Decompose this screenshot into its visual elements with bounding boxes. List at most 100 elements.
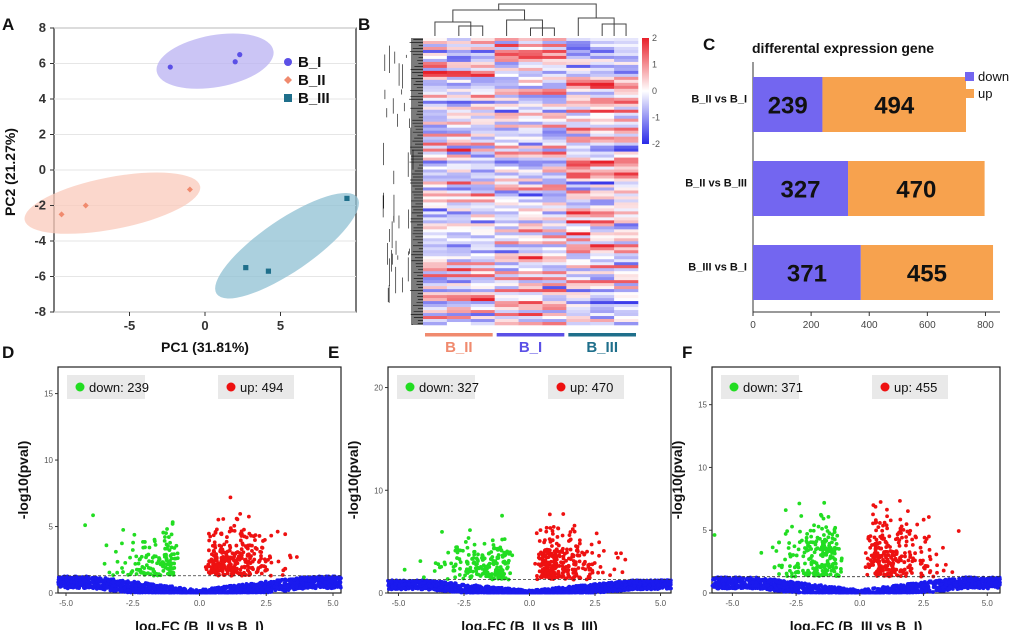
heatmap-cell (495, 289, 519, 292)
volcano-point-up (277, 560, 281, 564)
heatmap-cell (614, 104, 638, 107)
volcano-point-down (438, 565, 442, 569)
heatmap-cell (614, 107, 638, 110)
volcano-point-nonsig (58, 578, 62, 582)
volcano-point-nonsig (246, 587, 250, 591)
heatmap-cell (542, 184, 566, 187)
volcano-point-down (163, 547, 167, 551)
heatmap-cell (519, 298, 543, 301)
heatmap-cell (495, 53, 519, 56)
volcano-point-down (165, 543, 169, 547)
heatmap-cell (519, 220, 543, 223)
volcano-point-up (619, 551, 623, 555)
heatmap-cell (423, 173, 447, 176)
volcano-point-up (263, 538, 267, 542)
heatmap-cell (495, 77, 519, 80)
heatmap-cell (542, 193, 566, 196)
heatmap-cell (519, 137, 543, 140)
volcano-point-nonsig (179, 590, 183, 594)
volcano-point-down (157, 556, 161, 560)
volcano-point-up (554, 565, 558, 569)
pca-y-tick-label: 8 (39, 20, 46, 35)
volcano-point-up (276, 530, 280, 534)
heatmap-cell (590, 199, 614, 202)
heatmap-cell (447, 286, 471, 289)
heatmap-cell (590, 193, 614, 196)
pca-y-tick-label: -2 (34, 198, 46, 213)
heatmap-cell (423, 232, 447, 235)
heatmap-cell (542, 113, 566, 116)
heatmap-cell (495, 113, 519, 116)
volcano-point-down (476, 573, 480, 577)
heatmap-cell (423, 202, 447, 205)
heatmap-cell (471, 80, 495, 83)
volcano-point-down (161, 569, 165, 573)
heatmap-cell (471, 199, 495, 202)
heatmap-cell (519, 44, 543, 47)
volcano-point-nonsig (651, 586, 655, 590)
volcano-point-nonsig (459, 591, 463, 595)
volcano-point-nonsig (423, 581, 427, 585)
volcano-point-nonsig (550, 591, 554, 595)
heatmap-cell (471, 47, 495, 50)
volcano-point-down (492, 543, 496, 547)
heatmap-cell (447, 170, 471, 173)
heatmap-cell (423, 259, 447, 262)
heatmap-cell (423, 271, 447, 274)
heatmap-cell (471, 184, 495, 187)
heatmap-cell (542, 268, 566, 271)
volcano-point-up (537, 556, 541, 560)
volcano-point-nonsig (533, 589, 537, 593)
volcano-point-up (563, 577, 567, 581)
volcano-point-nonsig (282, 588, 286, 592)
heatmap-cell (447, 298, 471, 301)
volcano-point-up (221, 548, 225, 552)
heatmap-cell (471, 65, 495, 68)
volcano-point-nonsig (472, 591, 476, 595)
heatmap-cell (614, 41, 638, 44)
volcano-frame (712, 367, 1000, 593)
heatmap-cell (590, 238, 614, 241)
heatmap-cell (495, 101, 519, 104)
heatmap-cell (447, 193, 471, 196)
heatmap-cell (542, 68, 566, 71)
heatmap-cell (590, 289, 614, 292)
volcano-frame (388, 367, 671, 593)
heatmap-cell (423, 44, 447, 47)
volcano-point-nonsig (515, 589, 519, 593)
heatmap-cell (519, 316, 543, 319)
volcano-point-up (538, 539, 542, 543)
group-bar-b_ii (425, 333, 493, 337)
volcano-point-nonsig (263, 585, 267, 589)
volcano-point-up (588, 576, 592, 580)
heatmap-cell (590, 131, 614, 134)
heatmap-cell (614, 205, 638, 208)
heatmap-cell (590, 232, 614, 235)
volcano-point-nonsig (147, 582, 151, 586)
heatmap-cell (542, 152, 566, 155)
heatmap-cell (495, 307, 519, 310)
volcano-point-nonsig (104, 576, 108, 580)
heatmap-cell (447, 232, 471, 235)
heatmap-cell (614, 92, 638, 95)
heatmap-cell (447, 65, 471, 68)
heatmap-cell (423, 304, 447, 307)
volcano-point-up (583, 562, 587, 566)
heatmap-cell (423, 229, 447, 232)
heatmap-cell (519, 143, 543, 146)
volcano-point-up (248, 557, 252, 561)
heatmap-cell (495, 140, 519, 143)
volcano-point-up (212, 550, 216, 554)
volcano-point-down (497, 569, 501, 573)
volcano-point-nonsig (436, 588, 440, 592)
volcano-point-down (453, 569, 457, 573)
volcano-point-nonsig (565, 591, 569, 595)
volcano-point-nonsig (198, 589, 202, 593)
heatmap-cell (614, 137, 638, 140)
volcano-point-up (590, 543, 594, 547)
heatmap-cell (590, 283, 614, 286)
heatmap-cell (495, 238, 519, 241)
heatmap-cell (447, 86, 471, 89)
heatmap-cell (542, 307, 566, 310)
